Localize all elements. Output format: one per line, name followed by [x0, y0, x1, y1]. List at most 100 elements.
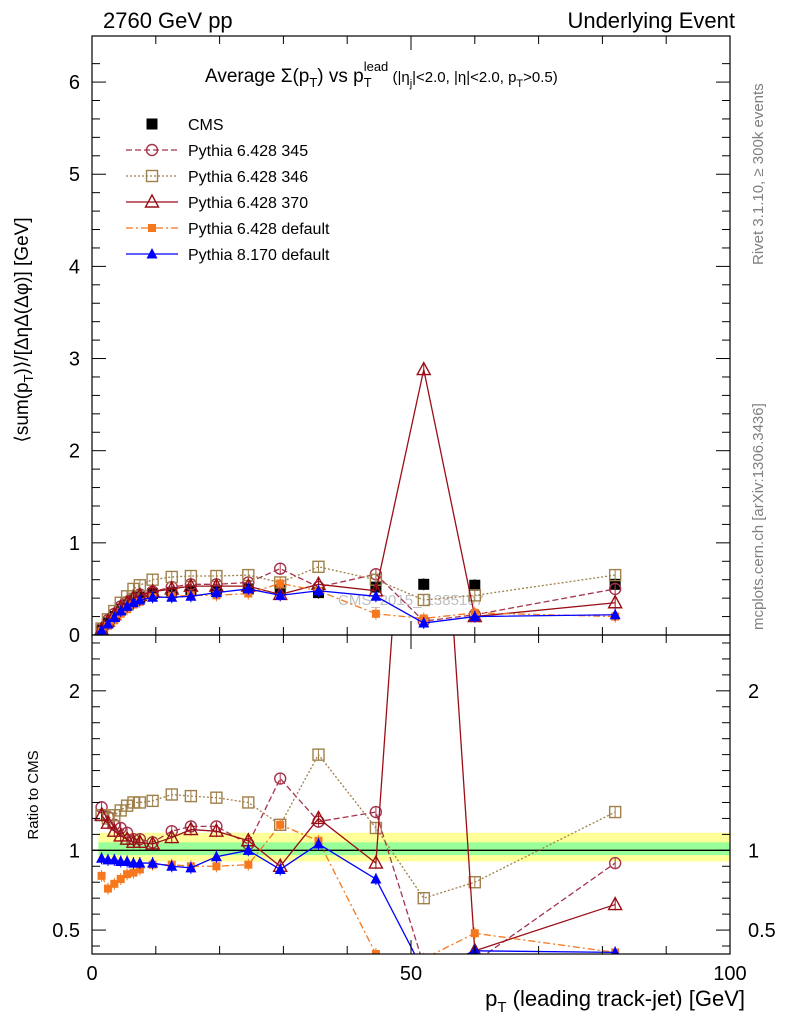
legend-marker: [144, 193, 160, 208]
data-point: [210, 586, 222, 598]
data-point: [135, 865, 144, 874]
data-point: [469, 610, 481, 622]
y-tick-label: 3: [69, 349, 80, 371]
legend-marker: [145, 143, 159, 157]
data-point: [274, 863, 286, 874]
legend-entry: Pythia 8.170 default: [126, 247, 330, 264]
data-point: [185, 861, 197, 873]
data-point: [469, 579, 481, 591]
data-point: [96, 624, 108, 635]
ratio-bands: [92, 832, 730, 862]
data-point: [242, 796, 255, 809]
data-point: [608, 856, 622, 870]
y-tick-label: 0: [69, 625, 80, 647]
data-point: [132, 833, 148, 849]
data-point: [96, 852, 108, 863]
data-point: [369, 805, 383, 819]
ratio-y-tick-label: 1: [69, 840, 80, 862]
data-point: [312, 748, 325, 761]
data-point: [417, 173, 430, 185]
data-point: [608, 805, 622, 819]
mcplots-label: mcplots.cern.ch [arXiv:1306.3436]: [750, 403, 767, 630]
data-point: [121, 855, 133, 866]
legend-label: Pythia 8.170 default: [188, 247, 330, 264]
data-point: [369, 821, 383, 835]
data-point: [417, 891, 430, 905]
data-point: [210, 791, 223, 804]
data-point: [468, 876, 481, 889]
data-point: [370, 590, 382, 601]
main-ylabel: ⟨sum(pT)⟩/[ΔηΔ(Δφ)] [GeV]: [12, 217, 36, 442]
legend-marker: [148, 224, 156, 232]
data-point: [100, 814, 116, 829]
ratio-series: [93, 173, 623, 954]
series-5: [96, 582, 621, 635]
data-point: [165, 788, 178, 801]
legend-entry: CMS: [146, 117, 224, 134]
data-point: [608, 568, 622, 582]
legend-marker: [146, 118, 158, 130]
legend: CMS Pythia 6.428 345 Pythia 6.428 346 Pythi…: [126, 117, 330, 264]
data-point: [127, 596, 139, 608]
data-point: [371, 609, 380, 618]
data-point: [133, 796, 147, 809]
data-point: [312, 560, 325, 574]
ratio-y-tick-label: 2: [69, 681, 80, 703]
analysis-label: Underlying Event: [567, 8, 735, 33]
legend-label: CMS: [188, 117, 224, 134]
legend-label: Pythia 6.428 345: [188, 143, 308, 160]
y-tick-label: 5: [69, 164, 80, 186]
data-point: [468, 589, 481, 602]
data-point: [103, 884, 112, 893]
data-point: [108, 853, 120, 865]
data-point: [116, 875, 125, 884]
data-point: [470, 929, 479, 938]
data-point: [114, 804, 127, 817]
data-point: [184, 789, 198, 803]
band-green: [98, 842, 730, 856]
y-tick-label: 6: [69, 72, 80, 94]
series-line: [101, 582, 616, 632]
data-point: [166, 591, 178, 602]
data-point: [113, 827, 129, 842]
x-tick-label: 0: [86, 963, 97, 985]
data-point: [274, 589, 286, 600]
data-point: [102, 617, 114, 629]
data-point: [106, 822, 123, 837]
data-point: [312, 584, 324, 596]
legend-entry: Pythia 6.428 default: [126, 221, 330, 238]
data-point: [110, 879, 119, 888]
legend-label: Pythia 6.428 default: [188, 221, 330, 238]
data-point: [244, 860, 253, 869]
data-point: [276, 579, 285, 588]
ratio-y-tick-label-right: 2: [748, 681, 759, 703]
ratio-y-tick-label: 0.5: [52, 920, 80, 942]
data-point: [183, 821, 199, 836]
data-point: [208, 822, 225, 837]
series-2: [93, 173, 623, 954]
data-point: [276, 820, 285, 829]
series-line: [101, 566, 616, 629]
data-point: [144, 835, 161, 850]
data-point: [417, 593, 430, 607]
series-line: [101, 588, 616, 631]
legend-label: Pythia 6.428 370: [188, 195, 308, 212]
data-point: [274, 562, 287, 575]
data-point: [607, 896, 623, 911]
data-point: [123, 870, 132, 879]
data-point: [611, 946, 620, 954]
data-point: [242, 582, 254, 594]
data-point: [609, 608, 621, 620]
data-point: [134, 593, 146, 605]
rivet-label: Rivet 3.1.10, ≥ 300k events: [750, 83, 767, 265]
legend-entry: Pythia 6.428 345: [126, 143, 308, 160]
data-point: [147, 857, 159, 868]
ratio-frame: [91, 634, 731, 955]
data-point: [120, 799, 134, 812]
series-line: [101, 753, 616, 899]
data-point: [368, 854, 384, 869]
data-point: [310, 809, 327, 825]
ratio-ylabel: Ratio to CMS: [25, 750, 42, 839]
data-point: [370, 873, 382, 884]
